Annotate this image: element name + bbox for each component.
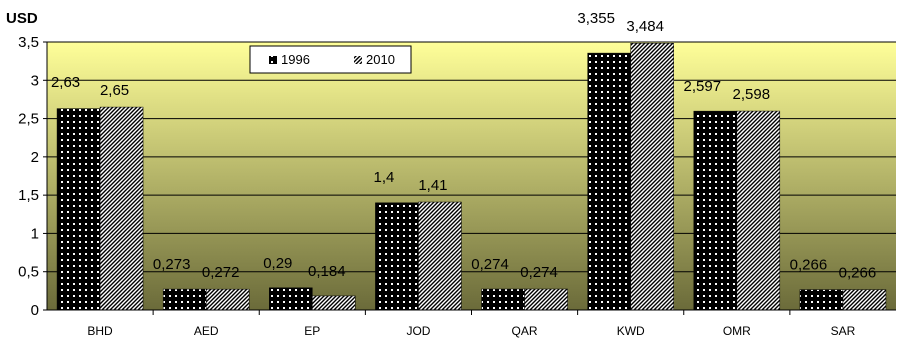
- axes: [43, 41, 896, 315]
- bar-1996-QAR: [481, 288, 525, 311]
- bar-1996-EP: [269, 287, 313, 311]
- y-tick-label: 1,5: [18, 187, 39, 204]
- bar-2010-BHD: [99, 106, 144, 311]
- y-tick-label: 2: [31, 149, 39, 166]
- y-tick-label: 0: [31, 302, 39, 319]
- grid-lines: [47, 41, 896, 273]
- y-axis-unit-label: USD: [6, 10, 38, 27]
- legend-label-1996: 1996: [281, 52, 310, 67]
- bar-1996-BHD: [56, 108, 101, 311]
- data-label-1996: 2,63: [51, 74, 80, 91]
- y-tick-label: 0,5: [18, 264, 39, 281]
- data-label-1996: 3,355: [577, 10, 615, 27]
- data-label-2010: 0,272: [202, 264, 240, 281]
- legend: 1996 2010: [249, 45, 412, 74]
- data-label-1996: 0,29: [263, 255, 292, 272]
- x-tick-label: AED: [194, 324, 219, 338]
- data-label-2010: 1,41: [418, 177, 447, 194]
- bar-1996-KWD: [587, 52, 631, 311]
- bar-2010-AED: [205, 288, 250, 311]
- data-label-1996: 0,266: [790, 257, 828, 274]
- y-tick-label: 1: [31, 225, 39, 242]
- bars-group: [56, 42, 887, 311]
- x-tick-labels: BHD AED EP JOD QAR KWD OMR SAR: [87, 324, 855, 338]
- data-label-2010: 0,184: [308, 263, 346, 280]
- legend-swatch-1996: [269, 56, 277, 64]
- bar-1996-OMR: [693, 110, 738, 311]
- data-label-1996: 0,273: [153, 256, 191, 273]
- data-label-1996: 1,4: [374, 169, 395, 186]
- x-tick-label: JOD: [406, 324, 430, 338]
- data-label-2010: 0,266: [839, 265, 877, 282]
- legend-swatch-2010: [354, 56, 362, 64]
- x-tick-label: OMR: [723, 324, 751, 338]
- y-tick-label: 2,5: [18, 111, 39, 128]
- bar-1996-SAR: [799, 289, 844, 311]
- bar-1996-AED: [162, 288, 207, 311]
- data-label-1996: 2,597: [684, 78, 722, 95]
- bar-1996-JOD: [375, 202, 419, 311]
- bar-2010-JOD: [418, 201, 462, 311]
- data-label-2010: 2,598: [733, 86, 771, 103]
- x-tick-label: BHD: [87, 324, 113, 338]
- y-tick-label: 3,5: [18, 34, 39, 51]
- data-labels: 2,63 2,65 0,273 0,272 0,29 0,184 1,4 1,41 0,274 0…: [51, 10, 876, 281]
- legend-label-2010: 2010: [366, 52, 395, 67]
- bar-2010-OMR: [736, 110, 781, 311]
- x-tick-label: EP: [304, 324, 320, 338]
- x-tick-label: SAR: [831, 324, 856, 338]
- bar-2010-KWD: [630, 42, 674, 311]
- x-tick-label: QAR: [512, 324, 538, 338]
- bar-2010-SAR: [842, 289, 887, 311]
- y-tick-label: 3: [31, 72, 39, 89]
- bar-2010-QAR: [524, 288, 568, 311]
- data-label-2010: 3,484: [626, 18, 664, 35]
- y-tick-labels: 0 0,5 1 1,5 2 2,5 3 3,5: [18, 34, 39, 319]
- data-label-2010: 0,274: [520, 264, 558, 281]
- data-label-1996: 0,274: [471, 256, 509, 273]
- bar-2010-EP: [312, 295, 356, 311]
- data-label-2010: 2,65: [100, 82, 129, 99]
- x-tick-label: KWD: [617, 324, 645, 338]
